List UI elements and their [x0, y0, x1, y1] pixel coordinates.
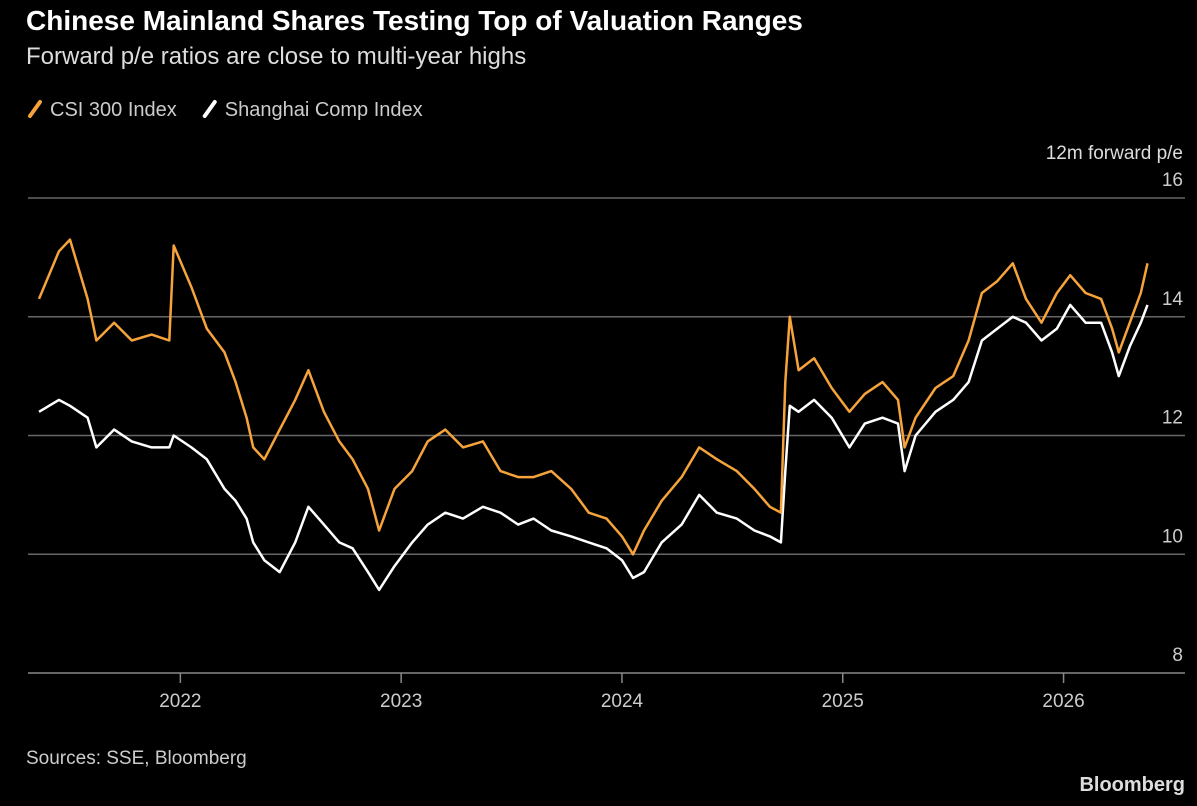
x-tick-label: 2024: [601, 691, 644, 712]
x-tick-label: 2023: [380, 691, 422, 712]
legend-label: CSI 300 Index: [50, 99, 177, 121]
x-tick-label: 2025: [822, 691, 864, 712]
legend-label: Shanghai Comp Index: [225, 99, 423, 121]
chart-subtitle: Forward p/e ratios are close to multi-ye…: [26, 43, 526, 70]
y-tick-label: 12: [1162, 408, 1183, 429]
x-tick-label: 2022: [159, 691, 201, 712]
y-axis-label: 12m forward p/e: [1046, 143, 1183, 164]
chart-title: Chinese Mainland Shares Testing Top of V…: [26, 5, 803, 36]
legend-swatch: [202, 100, 217, 118]
x-tick-label: 2026: [1042, 691, 1084, 712]
y-tick-label: 8: [1172, 645, 1183, 666]
source-note: Sources: SSE, Bloomberg: [26, 748, 247, 769]
legend-swatch: [28, 100, 42, 118]
series-line: [38, 303, 1149, 592]
brand: Bloomberg: [1079, 774, 1185, 796]
y-tick-label: 16: [1162, 170, 1183, 191]
y-tick-label: 14: [1162, 289, 1184, 310]
series-line: [37, 238, 1149, 556]
y-tick-label: 10: [1162, 526, 1183, 547]
